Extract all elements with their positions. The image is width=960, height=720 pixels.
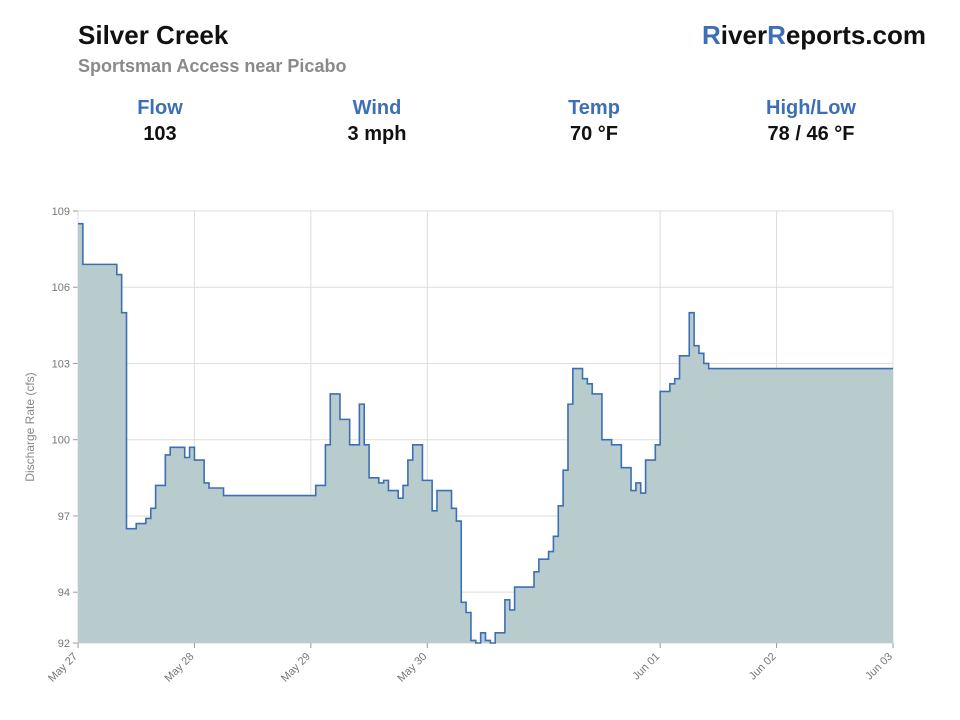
stat-flow-value: 103	[143, 123, 177, 145]
y-tick-label: 106	[52, 282, 70, 294]
x-tick-label: May 30	[395, 651, 429, 685]
brand-logo[interactable]: RiverReports.com	[702, 20, 926, 51]
x-tick-label: Jun 01	[630, 651, 662, 683]
y-tick-label: 94	[58, 587, 70, 599]
brand-letter-r2: R	[767, 20, 786, 50]
x-tick-label: May 27	[46, 651, 80, 685]
stat-highlow-label: High/Low	[766, 97, 856, 119]
stat-temp-label: Temp	[568, 97, 620, 119]
y-tick-label: 100	[52, 435, 70, 447]
y-tick-label: 109	[52, 206, 70, 218]
y-tick-label: 103	[52, 358, 70, 370]
page-title: Silver Creek	[78, 20, 229, 50]
discharge-chart: 92 94 97 100 103 106 109 May 27 May 28 May 29 May …	[23, 206, 895, 685]
page-subtitle: Sportsman Access near Picabo	[78, 56, 347, 76]
brand-text-1: iver	[720, 20, 768, 50]
brand-text-2: eports.com	[785, 20, 926, 50]
series-line	[78, 222, 893, 644]
stat-wind-value: 3 mph	[347, 123, 407, 145]
brand-letter-r1: R	[702, 20, 721, 50]
y-axis-label: Discharge Rate (cfs)	[23, 372, 37, 481]
stat-wind-label: Wind	[352, 97, 402, 119]
stat-highlow-value: 78 / 46 °F	[767, 123, 855, 145]
stat-temp: Temp 70 °F	[504, 96, 684, 148]
x-tick-label: Jun 03	[863, 651, 895, 683]
x-tick-label: May 28	[163, 651, 197, 685]
stat-temp-value: 70 °F	[569, 123, 619, 145]
x-tick-label: Jun 02	[747, 651, 779, 683]
y-tick-label: 97	[58, 511, 70, 523]
stat-wind: Wind 3 mph	[287, 96, 467, 148]
stat-flow: Flow 103	[70, 96, 250, 148]
x-tick-label: May 29	[279, 651, 313, 685]
y-tick-label: 92	[58, 638, 70, 650]
stats-panel: Flow 103 Wind 3 mph Temp 70 °F High/Low …	[0, 96, 960, 156]
stat-flow-label: Flow	[137, 97, 183, 119]
stat-highlow: High/Low 78 / 46 °F	[721, 96, 901, 148]
